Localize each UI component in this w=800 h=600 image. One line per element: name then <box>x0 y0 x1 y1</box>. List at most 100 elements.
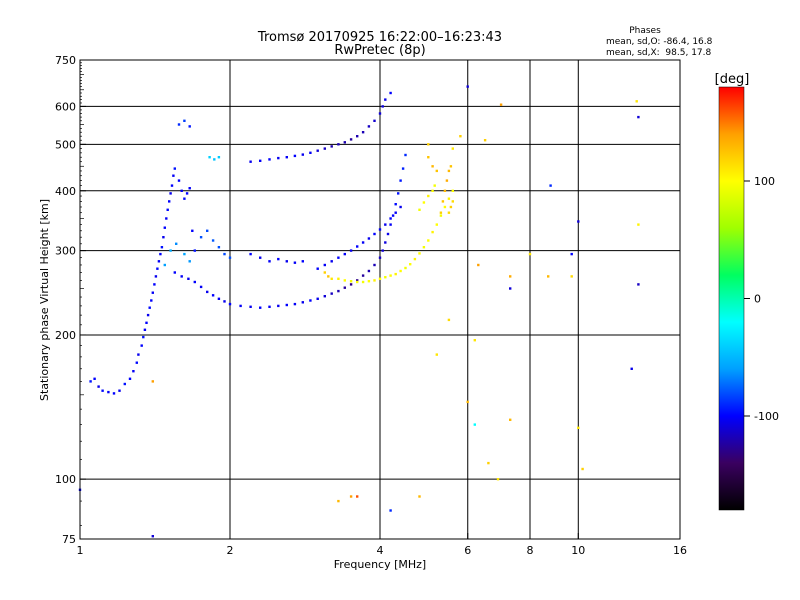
y-tick-label: 200 <box>55 329 76 342</box>
echo-point-x <box>447 318 451 322</box>
echo-point-o <box>187 277 190 280</box>
echo-point-x <box>459 135 462 138</box>
echo-point-x <box>447 211 451 214</box>
echo-point-o <box>466 85 469 88</box>
echo-point-o <box>399 205 402 209</box>
echo-point-o <box>337 256 340 259</box>
echo-point-o <box>228 302 232 306</box>
echo-point-o <box>89 380 92 383</box>
echo-point-o <box>404 153 407 157</box>
grid-lines <box>80 60 680 539</box>
echo-point-x <box>435 353 438 356</box>
x-axis-ticks: 1 2 4 6 8 10 16 <box>77 533 687 557</box>
echo-point-o <box>293 302 297 306</box>
echo-point-o <box>140 344 143 347</box>
echo-point-o <box>211 294 215 297</box>
stats-heading: Phases <box>629 26 661 36</box>
echo-point-o <box>132 370 135 373</box>
echo-point-o <box>142 335 145 339</box>
echo-point-x <box>327 275 330 278</box>
echo-point-o <box>185 192 189 195</box>
echo-point-x <box>337 499 340 503</box>
echo-point-o <box>389 509 392 512</box>
stats-line-o: mean, sd,O: -86.4, 16.8 <box>606 37 713 47</box>
colorbar-tick-label: 0 <box>754 293 761 306</box>
echo-point-o <box>309 299 312 302</box>
echo-point-o <box>135 361 138 364</box>
echo-point-o <box>373 119 376 122</box>
echo-point-x <box>431 165 434 168</box>
echo-point-o <box>180 275 183 278</box>
echo-point-x <box>427 194 430 198</box>
echo-point-o <box>473 423 476 426</box>
echo-point-o <box>367 237 371 240</box>
echo-point-o <box>146 313 150 317</box>
y-tick-label: 400 <box>55 185 76 198</box>
echo-point-o <box>183 197 186 200</box>
echo-point-o <box>384 98 387 101</box>
echo-point-x <box>477 263 480 267</box>
echo-point-x <box>496 478 500 481</box>
echo-point-o <box>293 261 297 264</box>
echo-point-o <box>268 158 271 161</box>
echo-point-o <box>191 229 194 232</box>
echo-point-o <box>285 303 288 307</box>
echo-point-o <box>577 220 580 223</box>
echo-point-x <box>413 257 417 261</box>
echo-point-x <box>449 205 453 209</box>
echo-point-o <box>367 269 371 273</box>
x-tick-label: 2 <box>227 544 234 557</box>
echo-point-o <box>193 249 196 252</box>
echo-point-o <box>373 232 376 236</box>
echo-point-o <box>316 297 319 300</box>
echo-point-o <box>177 179 181 182</box>
echo-point-o <box>217 156 221 159</box>
echo-point-o <box>188 187 191 190</box>
echo-point-o <box>183 252 186 256</box>
echo-point-x <box>445 179 449 182</box>
echo-point-o <box>173 167 176 170</box>
echo-point-o <box>361 241 365 244</box>
echo-point-x <box>323 271 326 274</box>
echo-point-x <box>349 495 353 498</box>
echo-point-o <box>637 283 640 286</box>
echo-point-x <box>404 266 407 270</box>
echo-point-x <box>367 280 371 283</box>
echo-point-o <box>163 226 166 229</box>
echo-point-x <box>409 263 412 266</box>
echo-point-x <box>447 197 451 200</box>
echo-point-o <box>268 260 271 263</box>
echo-point-x <box>356 495 359 498</box>
echo-point-o <box>93 377 96 380</box>
echo-point-o <box>630 367 633 370</box>
echo-point-o <box>330 260 333 263</box>
echo-point-o <box>399 179 402 182</box>
echo-point-o <box>143 328 147 331</box>
echo-point-o <box>199 285 203 289</box>
echo-point-x <box>373 279 376 282</box>
echo-point-o <box>157 260 161 263</box>
y-tick-label: 300 <box>55 245 76 258</box>
echo-point-o <box>361 274 365 277</box>
echo-point-x <box>330 277 333 280</box>
echo-point-o <box>330 145 333 148</box>
echo-point-x <box>394 272 397 276</box>
echo-point-o <box>151 380 154 383</box>
echo-point-o <box>211 239 215 242</box>
echo-point-o <box>160 246 164 249</box>
echo-point-x <box>435 169 438 173</box>
echo-point-o <box>166 208 169 211</box>
echo-point-o <box>356 135 359 138</box>
echo-point-x <box>343 279 346 282</box>
echo-point-o <box>386 232 390 236</box>
echo-point-o <box>151 291 154 294</box>
x-tick-label: 10 <box>571 544 585 557</box>
echo-point-x <box>443 189 447 192</box>
y-axis-ticks: 75 100 200 300 400 500 600 750 <box>55 54 86 546</box>
echo-point-o <box>239 304 242 308</box>
echo-point-o <box>228 256 232 259</box>
echo-point-o <box>367 125 371 128</box>
echo-point-x <box>439 214 443 217</box>
echo-point-o <box>323 147 326 150</box>
